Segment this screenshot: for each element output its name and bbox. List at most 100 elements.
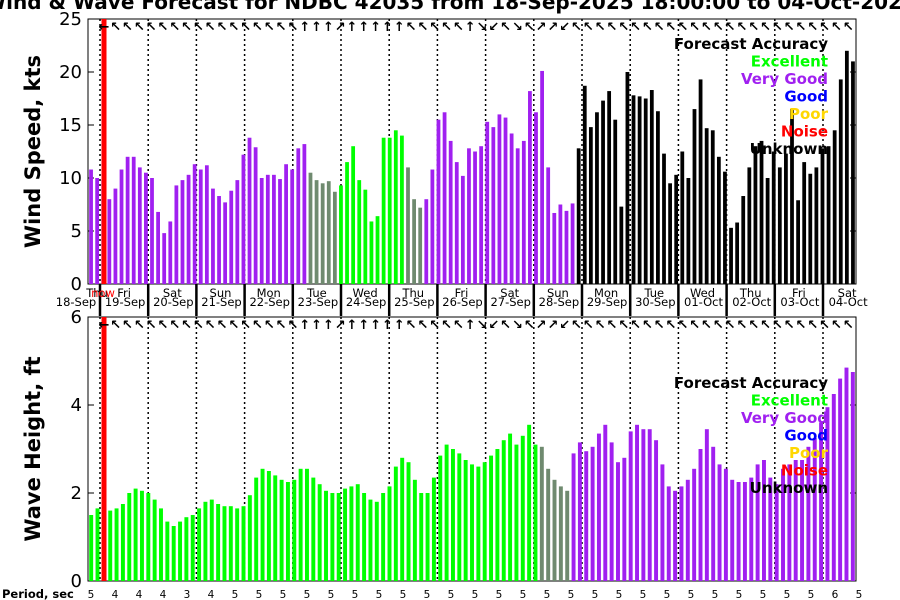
wind-ytick-label: 25 xyxy=(59,9,82,30)
wind-direction-arrow: ↖ xyxy=(205,20,216,35)
wind-bar xyxy=(851,61,855,285)
period-value: 5 xyxy=(760,589,767,600)
wave-bar xyxy=(831,394,836,581)
wave-direction-arrow: ↑ xyxy=(394,318,405,333)
period-value: 5 xyxy=(640,589,647,600)
wave-direction-arrow: ↖ xyxy=(252,318,263,333)
wind-bar xyxy=(747,167,752,284)
wind-direction-arrow: ↖ xyxy=(736,20,747,35)
wind-bar xyxy=(521,140,526,284)
period-row: Period, sec 5 4 4 4 3 4 5 5 5 5 5 5 5 5 5 5 5 5 5 5 5 5 5 5 5 5 5 5 5… xyxy=(2,587,862,600)
wind-bar xyxy=(662,153,666,284)
period-value: 5 xyxy=(736,589,743,600)
wave-direction-arrow: ↑ xyxy=(382,318,393,333)
wind-direction-arrow: ↖ xyxy=(642,20,653,35)
wave-direction-arrow: ↖ xyxy=(654,318,665,333)
day-of-week-label: Mon xyxy=(257,286,281,300)
wave-bar xyxy=(628,431,633,581)
wave-bar xyxy=(603,424,608,581)
wind-bar xyxy=(790,109,794,284)
wave-direction-arrow: ↖ xyxy=(193,318,204,333)
wind-bar xyxy=(710,130,715,284)
wave-bar xyxy=(533,444,538,581)
wind-bar xyxy=(137,167,142,284)
wind-direction-arrow: ↖ xyxy=(807,20,818,35)
wind-bar xyxy=(131,156,136,284)
wind-direction-arrow: ↖ xyxy=(429,20,440,35)
wind-direction-arrow: ↖ xyxy=(772,20,783,35)
period-value: 5 xyxy=(496,589,503,600)
wave-direction-arrow: ↖ xyxy=(807,318,818,333)
wave-direction-arrow: ↖ xyxy=(110,318,121,333)
wind-bar xyxy=(528,91,532,284)
wind-bar xyxy=(369,221,374,284)
wind-bar xyxy=(534,112,538,284)
wind-ytick-label: 5 xyxy=(71,221,82,242)
wind-direction-arrow: ↖ xyxy=(288,20,299,35)
wind-direction-arrow: ↑ xyxy=(311,20,322,35)
period-value: 5 xyxy=(448,589,455,600)
wave-bar xyxy=(666,486,671,581)
wind-legend-entry: Very Good xyxy=(741,70,828,88)
wind-bar xyxy=(680,151,685,284)
wind-bar xyxy=(485,121,490,284)
wind-bar xyxy=(247,137,252,284)
wind-bar xyxy=(107,199,112,284)
period-value: 4 xyxy=(112,589,119,600)
wave-bar xyxy=(133,488,138,581)
wind-bar xyxy=(180,180,185,284)
wind-bar xyxy=(95,178,100,284)
wave-bar xyxy=(527,424,532,581)
wind-direction-arrow: ↖ xyxy=(181,20,192,35)
wind-bar xyxy=(125,156,130,284)
wind-bar xyxy=(668,183,672,284)
wind-bar xyxy=(820,148,825,284)
wind-bar xyxy=(284,164,288,284)
wind-direction-arrow: ↖ xyxy=(264,20,275,35)
period-value: 5 xyxy=(256,589,263,600)
wave-bar xyxy=(552,479,557,581)
day-of-week-label: Sun xyxy=(210,286,232,300)
wave-bar xyxy=(190,515,195,581)
wave-bar xyxy=(546,468,551,581)
period-value: 5 xyxy=(232,589,239,600)
wind-bar xyxy=(442,112,447,284)
wind-direction-arrow: ↖ xyxy=(228,20,239,35)
wave-direction-arrow: ↖ xyxy=(725,318,736,333)
wave-direction-arrow: ↑ xyxy=(370,318,381,333)
wave-bar xyxy=(622,457,627,581)
period-value: 5 xyxy=(520,589,527,600)
wind-legend-entry: Good xyxy=(784,88,828,106)
wind-bar xyxy=(716,156,721,284)
wave-bar xyxy=(800,460,805,581)
date-label: 01-Oct xyxy=(684,295,723,309)
period-value: 5 xyxy=(784,589,791,600)
wave-bar xyxy=(336,493,341,581)
wind-direction-arrow: ↖ xyxy=(110,20,121,35)
wind-direction-arrow: ↖ xyxy=(760,20,771,35)
wind-direction-arrow: ↑ xyxy=(323,20,334,35)
wind-direction-arrow: ↑ xyxy=(299,20,310,35)
wave-direction-arrow: ↖ xyxy=(181,318,192,333)
wind-bar xyxy=(588,127,593,285)
period-value: 4 xyxy=(208,589,215,600)
wave-direction-arrow: ↗ xyxy=(335,318,346,333)
date-label: 21-Sep xyxy=(201,295,241,309)
wave-bar xyxy=(355,484,360,581)
wave-bar xyxy=(781,468,785,581)
wind-direction-arrow: ↙ xyxy=(559,20,570,35)
wave-direction-arrow: ↖ xyxy=(736,318,747,333)
wind-bar xyxy=(211,188,215,284)
wind-bar xyxy=(473,151,477,284)
wave-bar xyxy=(431,477,436,581)
wind-bar xyxy=(802,162,807,284)
wind-direction-arrow: ↖ xyxy=(524,20,535,35)
wind-bar xyxy=(381,137,386,284)
wind-bar xyxy=(162,233,167,284)
wind-direction-arrow: ↖ xyxy=(701,20,712,35)
wave-ytick-label: 6 xyxy=(71,307,82,328)
wave-bar xyxy=(317,484,322,581)
wave-legend-entry: Excellent xyxy=(751,392,828,410)
wind-bar xyxy=(643,98,648,284)
wind-bar xyxy=(674,174,679,284)
